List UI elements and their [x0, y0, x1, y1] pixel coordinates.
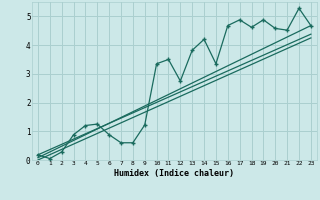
X-axis label: Humidex (Indice chaleur): Humidex (Indice chaleur): [115, 169, 234, 178]
